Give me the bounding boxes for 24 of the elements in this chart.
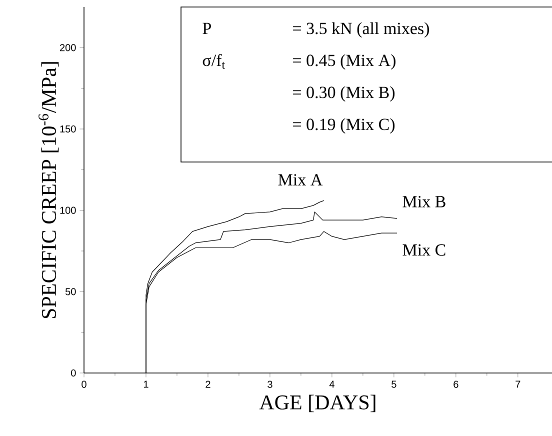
y-axis-title: SPECIFIC CREEP [10$^{-6}$/MPa] <box>38 62 59 318</box>
annotation: = 0.19 (Mix C) <box>293 118 395 134</box>
annotation: = 0.45 (Mix A) <box>293 54 396 70</box>
y-tick-label: 200 <box>60 44 76 52</box>
x-tick-label: 0 <box>82 380 86 388</box>
series-label: Mix C <box>402 244 446 256</box>
x-tick-label: 1 <box>144 380 148 388</box>
y-tick-label: 0 <box>71 369 76 377</box>
annotation: = 3.5 kN (all mixes) <box>293 22 429 38</box>
x-tick-label: 6 <box>454 380 458 388</box>
x-tick-label: 3 <box>268 380 272 388</box>
x-tick-label: 4 <box>329 380 334 388</box>
x-axis-title: AGE [DAYS] <box>259 394 376 412</box>
y-tick-label: 100 <box>60 206 76 214</box>
y-tick-label: 50 <box>65 288 76 296</box>
annotation: σ/f$_{t}$ <box>202 54 225 69</box>
x-tick-label: 2 <box>206 380 210 388</box>
series-label: Mix A <box>278 174 323 186</box>
annotation: P <box>202 22 211 34</box>
annotation: = 0.30 (Mix B) <box>293 86 395 102</box>
series-label: Mix B <box>402 196 446 208</box>
x-tick-label: 5 <box>392 380 396 388</box>
x-tick-label: 7 <box>516 380 520 388</box>
y-tick-label: 150 <box>60 125 76 133</box>
